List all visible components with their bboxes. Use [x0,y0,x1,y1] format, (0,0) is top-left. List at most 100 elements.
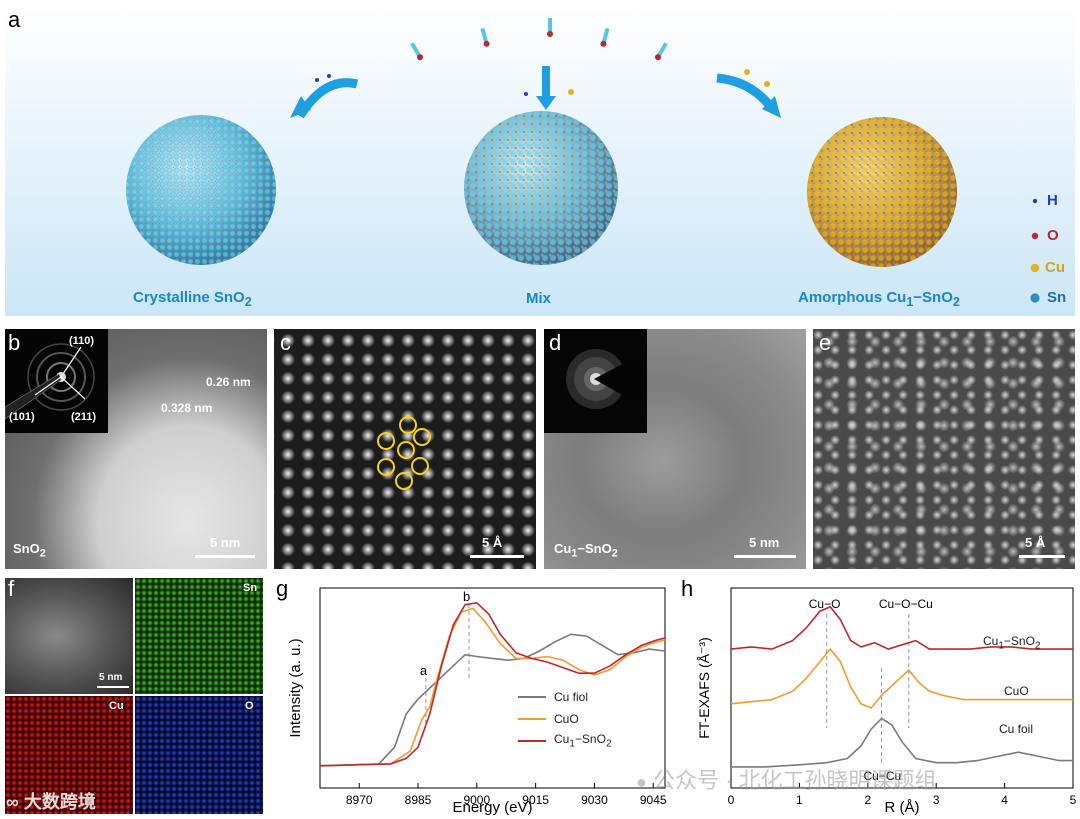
watermark-text: ● 公众号 · 北化工孙晓明课题组 [636,768,937,793]
caption-amorphous: Amorphous Cu1−SnO2 [798,289,960,309]
panel-c-haadf: c 5 Å [274,329,536,569]
logo-icon: ∞ [6,792,19,812]
scale-label: 5 nm [749,535,780,550]
legend-swatch-cu-fiol [518,696,546,698]
down-arrow [542,66,550,98]
plane-110: (110) [69,335,95,347]
map-label-sn: Sn [243,582,258,594]
g-series-cu-fiol [319,633,666,767]
h-series-label-cu-foil: Cu foil [999,722,1034,736]
panel-e-haadf: e 5 Å [813,329,1075,569]
h-annotation-cu-o-cu: Cu−O−Cu [879,597,933,611]
g-xtick-label: 8970 [346,793,373,807]
diffraction-inset [544,329,647,433]
lattice-0-328: 0.328 nm [161,401,213,415]
panel-b-label: b [8,330,21,355]
legend-o-dot [1031,232,1039,240]
g-xtick-label: 9045 [640,793,667,807]
g-xtick-label: 8985 [405,793,432,807]
panel-g-label: g [276,576,289,601]
o-map [135,696,263,814]
scale-bar [195,555,255,558]
panel-a-label: a [8,7,21,32]
scale-bar [1019,555,1065,558]
wechat-icon: ● [636,772,647,792]
sample-label-sno2: SnO2 [13,541,46,560]
g-marker-label-a: a [420,663,428,678]
h-series-label-cu1-sno2: Cu1−SnO2 [983,634,1041,652]
h-xtick-label: 5 [1070,793,1077,807]
sn-map [135,578,263,694]
map-label-o: O [245,700,254,712]
g-series-cu-sno [319,601,666,767]
legend-swatch-cuo [518,718,546,720]
f-scale-bar [97,686,129,688]
h-xtick-label: 2 [864,793,871,807]
h-ylabel: FT-EXAFS (Å⁻³) [696,637,712,739]
f-scale-label: 5 nm [99,672,123,683]
scale-label: 5 Å [1025,535,1046,550]
legend-swatch-cu1-sno2 [518,740,546,742]
plane-101: (101) [9,411,35,423]
panel-f-eds: f 5 nm Sn Cu O [5,578,263,814]
h-series-cuo [730,647,1073,709]
panel-a-schematic [126,18,1040,303]
g-plot-frame [319,587,666,789]
molecules [315,18,770,96]
legend-cu: Cu [1045,259,1065,276]
xanes-chart: 8970 8985 9000 9015 9030 9045 Energy (eV) Inten… [287,587,667,816]
h-series-cu-sno [730,605,1073,650]
h-xtick-label: 0 [728,793,735,807]
g-marker-label-b: b [463,589,470,604]
atom-circles [377,416,431,490]
cu-map [5,696,133,814]
legend-o: O [1047,227,1059,244]
g-xtick-label: 9015 [522,793,549,807]
h-annotation-cu-cu: Cu−Cu [863,769,901,783]
g-series-cuo [319,607,666,767]
lattice-0-26: 0.26 nm [206,375,251,389]
map-label-cu: Cu [109,700,124,712]
panel-h-exafs: h 0 1 2 3 4 5 R (Å) FT-EXAFS (Å⁻³) Cu−O Cu−O−Cu Cu… [677,576,1080,819]
h-xtick-label: 1 [796,793,803,807]
h-annotation-cu-o: Cu−O [809,597,841,611]
scale-bar [734,555,796,558]
h-series-cu-foil [731,717,1073,768]
panel-c-label: c [280,330,291,355]
panel-a: a Crystalline SnO2 Mix Amorphous Cu1−SnO… [5,6,1075,316]
g-legend: Cu fiol CuO Cu1−SnO2 [518,686,658,752]
panel-g-xanes: g 8970 8985 9000 9015 9030 9045 Energy (eV) Int… [270,576,670,819]
watermark-logo: ∞ 大数跨境 [6,792,96,812]
left-arrow [296,78,359,119]
panel-e-label: e [819,330,832,355]
legend-h-dot [1032,198,1038,204]
legend-cuo: CuO [554,712,579,726]
h-series-label-cuo: CuO [1004,684,1029,698]
haadf-map [5,578,133,694]
h-xlabel: R (Å) [885,799,920,816]
legend-cu1-sno2: Cu1−SnO2 [554,732,612,750]
exafs-chart: 0 1 2 3 4 5 R (Å) FT-EXAFS (Å⁻³) Cu−O Cu−O−Cu Cu−C… [696,587,1077,816]
panel-f-label: f [8,578,15,601]
panel-h-label: h [681,576,694,601]
scale-label: 5 Å [482,535,503,550]
caption-crystalline: Crystalline SnO2 [133,289,252,309]
legend-sn-dot [1030,293,1040,303]
panel-d-tem: d Cu1−SnO2 5 nm [544,329,806,569]
legend-cu-fiol: Cu fiol [554,690,589,704]
right-arrow [716,73,774,109]
g-xlabel: Energy (eV) [452,799,532,816]
plane-211: (211) [71,411,97,423]
scale-bar [470,555,524,558]
h-xtick-label: 3 [933,793,940,807]
g-xtick-label: 9030 [581,793,608,807]
g-ylabel: Intensity (a. u.) [287,638,304,737]
panel-b-tem: (110) (101) (211) b 0.328 nm 0.26 nm SnO… [5,329,267,569]
legend-sn: Sn [1047,289,1067,306]
scale-label: 5 nm [210,535,241,550]
sample-label-cu1-sno2: Cu1−SnO2 [554,541,618,560]
g-xtick-label: 9000 [463,793,490,807]
panel-d-label: d [549,330,562,355]
h-xtick-label: 4 [1001,793,1008,807]
legend-cu-dot [1030,263,1040,273]
